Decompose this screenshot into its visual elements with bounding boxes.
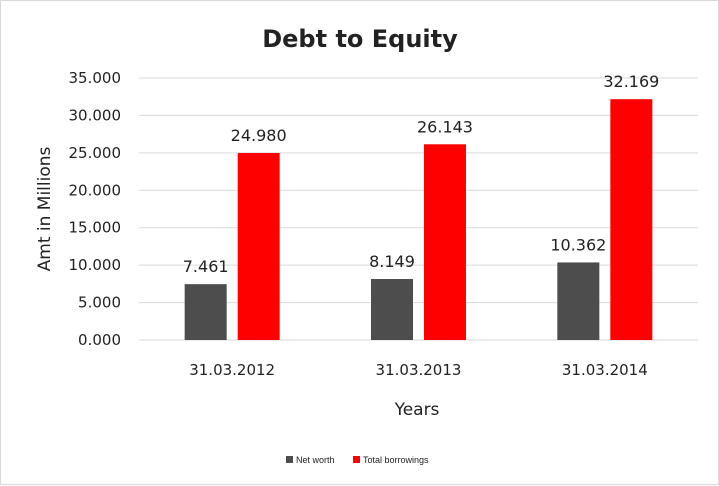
data-labels: 7.461 24.980 8.149 26.143 10.362 32.169 [183,72,660,276]
y-tick-label: 10.000 [69,256,122,274]
data-label: 10.362 [550,235,606,254]
y-tick-label: 0.000 [78,331,121,349]
bar-net-worth [184,284,227,340]
legend-swatch [286,456,293,463]
bar-total-borrowings [237,153,280,340]
y-axis-title: Amt in Millions [35,146,55,271]
data-label: 32.169 [603,72,659,91]
data-label: 24.980 [231,126,287,145]
bar-net-worth [371,278,413,340]
x-axis-categories: 31.03.2012 31.03.2013 31.03.2014 [189,361,648,379]
x-axis-title: Years [394,400,440,420]
legend-label: Net worth [296,455,335,465]
x-category-label: 31.03.2014 [562,361,648,379]
chart-title: Debt to Equity [262,25,458,53]
y-tick-label: 30.000 [69,106,122,124]
bar-total-borrowings [610,99,653,341]
y-tick-label: 20.000 [69,181,122,199]
legend: Net worth Total borrowings [286,455,429,465]
legend-label: Total borrowings [363,455,429,465]
y-tick-label: 5.000 [78,294,121,312]
y-tick-label: 25.000 [69,144,122,162]
data-label: 7.461 [183,257,229,276]
y-tick-label: 35.000 [69,69,122,87]
bar-total-borrowings [424,144,466,340]
x-category-label: 31.03.2013 [376,361,462,379]
data-label: 8.149 [369,252,415,271]
y-axis-ticks: 0.000 5.000 10.000 15.000 20.000 25.000 30.000… [69,69,122,349]
x-category-label: 31.03.2012 [189,361,275,379]
legend-swatch [353,456,360,463]
bars [184,99,653,341]
bar-net-worth [557,262,600,340]
y-tick-label: 15.000 [69,219,122,237]
gridlines [139,77,698,341]
data-label: 26.143 [417,117,473,136]
